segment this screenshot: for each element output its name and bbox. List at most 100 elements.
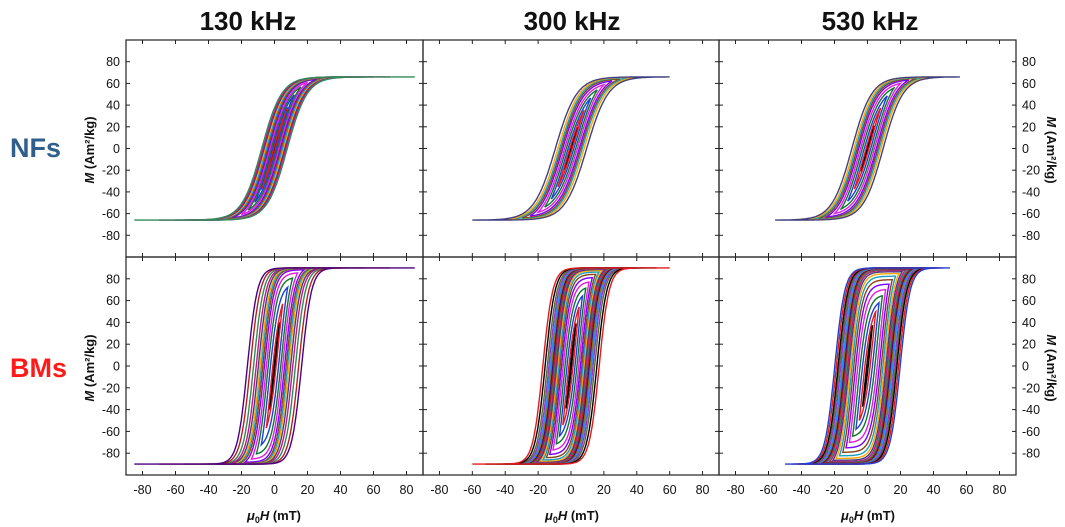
loops-bms-130 <box>134 267 415 465</box>
hysteresis-loop <box>550 97 592 200</box>
y-tick-label: 0 <box>113 360 120 374</box>
x-tick-label: -20 <box>232 483 250 497</box>
hysteresis-loop <box>472 267 670 465</box>
hysteresis-loop <box>268 322 281 410</box>
hysteresis-loop <box>529 80 613 217</box>
hysteresis-loop <box>558 294 584 438</box>
y-tick-label: 20 <box>106 120 120 134</box>
hysteresis-loop <box>832 82 903 215</box>
x-tick-label: 40 <box>927 483 941 497</box>
y-tick-label: 80 <box>1022 272 1036 286</box>
x-tick-label: -40 <box>199 483 217 497</box>
y-axis-label-top-right: M (Am²/kg) <box>1044 116 1059 183</box>
x-tick-label: 60 <box>960 483 974 497</box>
y-tick-label: -80 <box>102 229 120 243</box>
hysteresis-loop <box>861 325 874 407</box>
loops-bms-300 <box>472 267 670 465</box>
hysteresis-loop <box>785 267 950 465</box>
hysteresis-loop <box>841 279 894 453</box>
y-tick-label: 40 <box>106 316 120 330</box>
y-tick-label: -20 <box>102 164 120 178</box>
hysteresis-loop <box>544 89 598 208</box>
x-tick-label: -20 <box>529 483 547 497</box>
y-tick-label: -20 <box>1022 164 1040 178</box>
y-tick-label: 40 <box>106 99 120 113</box>
x-tick-label: -80 <box>430 483 448 497</box>
y-tick-label: 40 <box>1022 316 1036 330</box>
hysteresis-loop <box>250 272 299 460</box>
x-tick-label: 40 <box>630 483 644 497</box>
y-tick-label: -40 <box>102 403 120 417</box>
x-tick-label: -80 <box>133 483 151 497</box>
panel-bms-130: -80 -60 -40 -20 0 20 40 60 80 -80 -60 -40 -20 0 20 40 60… <box>102 256 424 497</box>
hysteresis-loop <box>260 106 289 191</box>
hysteresis-loop <box>535 83 607 214</box>
hysteresis-loop <box>521 78 621 219</box>
hysteresis-loop <box>548 276 594 456</box>
hysteresis-loop <box>839 86 896 211</box>
hysteresis-loop <box>555 287 587 445</box>
y-tick-label: -40 <box>1022 403 1040 417</box>
y-tick-label: -40 <box>102 185 120 199</box>
x-tick-label: 80 <box>400 483 414 497</box>
x-tick-label: 80 <box>993 483 1007 497</box>
x-tick-label: 60 <box>663 483 677 497</box>
hysteresis-loop <box>845 283 890 449</box>
hysteresis-loop <box>260 285 289 447</box>
y-tick-label: -20 <box>1022 381 1040 395</box>
x-tick-label: -60 <box>166 483 184 497</box>
y-tick-label: 0 <box>113 142 120 156</box>
hysteresis-loop <box>557 109 585 188</box>
y-tick-label: 20 <box>1022 338 1036 352</box>
y-tick-label: 20 <box>106 338 120 352</box>
y-axis-label-bottom-right: M (Am²/kg) <box>1044 334 1059 401</box>
y-tick-label: -60 <box>1022 425 1040 439</box>
hysteresis-loop <box>858 309 877 421</box>
y-tick-label: 60 <box>1022 77 1036 91</box>
y-tick-label: 0 <box>1022 142 1029 156</box>
y-tick-label: 80 <box>106 272 120 286</box>
hysteresis-loop <box>134 267 415 465</box>
loops-nfs-530 <box>775 76 960 221</box>
y-tick-label: -20 <box>102 381 120 395</box>
hysteresis-loop <box>851 295 884 437</box>
y-tick-label: 80 <box>106 55 120 69</box>
hysteresis-loop <box>562 306 580 426</box>
x-axis-label-mid: μ0H (mT) <box>544 508 599 525</box>
x-tick-label: 20 <box>597 483 611 497</box>
y-tick-label: 20 <box>1022 120 1036 134</box>
y-tick-label: 60 <box>106 77 120 91</box>
x-tick-label: 40 <box>334 483 348 497</box>
y-tick-label: -60 <box>102 425 120 439</box>
panel-nfs-130: -80 -60 -40 -20 0 20 40 60 80 <box>102 39 424 258</box>
hysteresis-loop <box>265 303 284 429</box>
y-tick-label: -80 <box>102 447 120 461</box>
x-tick-label: -80 <box>726 483 744 497</box>
y-tick-label: -80 <box>1022 447 1040 461</box>
y-tick-label: -80 <box>1022 229 1040 243</box>
x-axis-label-left: μ0H (mT) <box>246 508 301 525</box>
x-tick-label: 0 <box>271 483 278 497</box>
x-tick-label: -60 <box>759 483 777 497</box>
hysteresis-loop <box>538 269 604 463</box>
hysteresis-loop <box>242 269 307 463</box>
hysteresis-loop <box>794 76 941 221</box>
hysteresis-loop <box>565 323 577 409</box>
hysteresis-loop <box>848 288 887 444</box>
x-tick-label: 60 <box>367 483 381 497</box>
y-axis-label-bottom-left: M (Am²/kg) <box>82 334 97 401</box>
y-tick-label: 60 <box>106 294 120 308</box>
y-tick-label: 80 <box>1022 55 1036 69</box>
panel-bms-530: -80 -60 -40 -20 0 20 40 60 80 -80 -60 -40 -20 0 20 40 60… <box>718 256 1040 497</box>
hysteresis-loop <box>472 76 670 221</box>
y-tick-label: -60 <box>1022 207 1040 221</box>
x-tick-label: 80 <box>696 483 710 497</box>
hysteresis-loop <box>241 81 308 216</box>
x-tick-label: 0 <box>568 483 575 497</box>
hysteresis-loop <box>860 125 875 172</box>
y-tick-label: 0 <box>1022 360 1029 374</box>
hysteresis-loop <box>838 275 897 457</box>
hysteresis-loop <box>134 76 415 221</box>
hysteresis-loop <box>545 273 597 459</box>
